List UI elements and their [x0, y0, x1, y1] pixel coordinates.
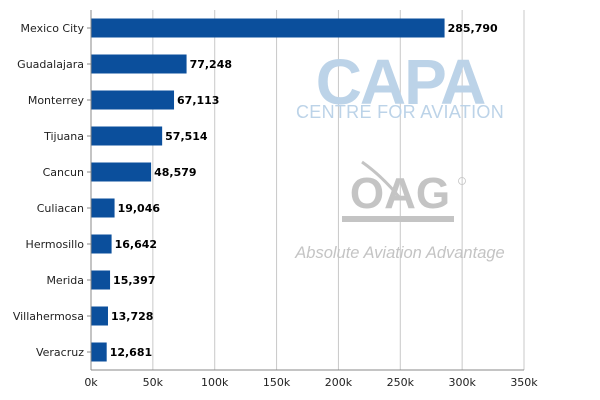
oag-swoosh-icon — [361, 160, 402, 199]
bar — [91, 270, 111, 290]
category-label: Monterrey — [28, 94, 85, 107]
x-tick-label: 350k — [510, 376, 538, 389]
oag-tagline: Absolute Aviation Advantage — [294, 244, 504, 262]
x-tick-label: 200k — [325, 376, 353, 389]
data-label: 57,514 — [165, 130, 208, 143]
data-label: 77,248 — [190, 58, 232, 71]
data-label: 285,790 — [448, 22, 498, 35]
category-label: Tijuana — [43, 130, 84, 143]
category-label: Cancun — [43, 166, 84, 179]
category-label: Veracruz — [36, 346, 84, 359]
data-label: 16,642 — [115, 238, 157, 251]
category-label: Culiacan — [37, 202, 84, 215]
watermarks: CAPA CENTRE FOR AVIATION OAG Absolute Av… — [294, 46, 504, 262]
data-label: 19,046 — [118, 202, 161, 215]
bar — [91, 18, 445, 38]
bar — [91, 342, 107, 362]
data-label: 67,113 — [177, 94, 219, 107]
bar — [91, 90, 175, 110]
category-label: Mexico City — [21, 22, 85, 35]
data-label: 15,397 — [113, 274, 155, 287]
category-label: Hermosillo — [26, 238, 85, 251]
bar — [91, 162, 152, 182]
category-label: Villahermosa — [13, 310, 84, 323]
x-tick-label: 50k — [143, 376, 164, 389]
axes: 0k 50k 100k 150k 200k 250k 300k 350k Mexico City… — [13, 10, 538, 389]
bar — [91, 126, 163, 146]
bar — [91, 234, 112, 254]
gridlines — [152, 10, 525, 370]
capa-subtitle: CENTRE FOR AVIATION — [296, 102, 504, 122]
bars: 285,790 77,248 67,113 57,514 48,579 19,046 16,… — [91, 18, 498, 362]
category-label: Guadalajara — [17, 58, 84, 71]
oag-logo: OAG — [350, 169, 450, 218]
bar — [91, 306, 108, 326]
category-label: Merida — [46, 274, 84, 287]
x-tick-label: 250k — [387, 376, 415, 389]
bar — [91, 54, 187, 74]
data-label: 13,728 — [111, 310, 153, 323]
x-tick-label: 0k — [84, 376, 98, 389]
data-label: 48,579 — [154, 166, 196, 179]
x-tick-label: 300k — [448, 376, 476, 389]
x-tick-label: 150k — [263, 376, 291, 389]
x-tick-label: 100k — [201, 376, 229, 389]
data-label: 12,681 — [110, 346, 152, 359]
bar — [91, 198, 115, 218]
oag-underline — [342, 216, 454, 222]
registered-mark-icon — [458, 177, 466, 185]
capa-logo: CAPA — [316, 46, 485, 118]
